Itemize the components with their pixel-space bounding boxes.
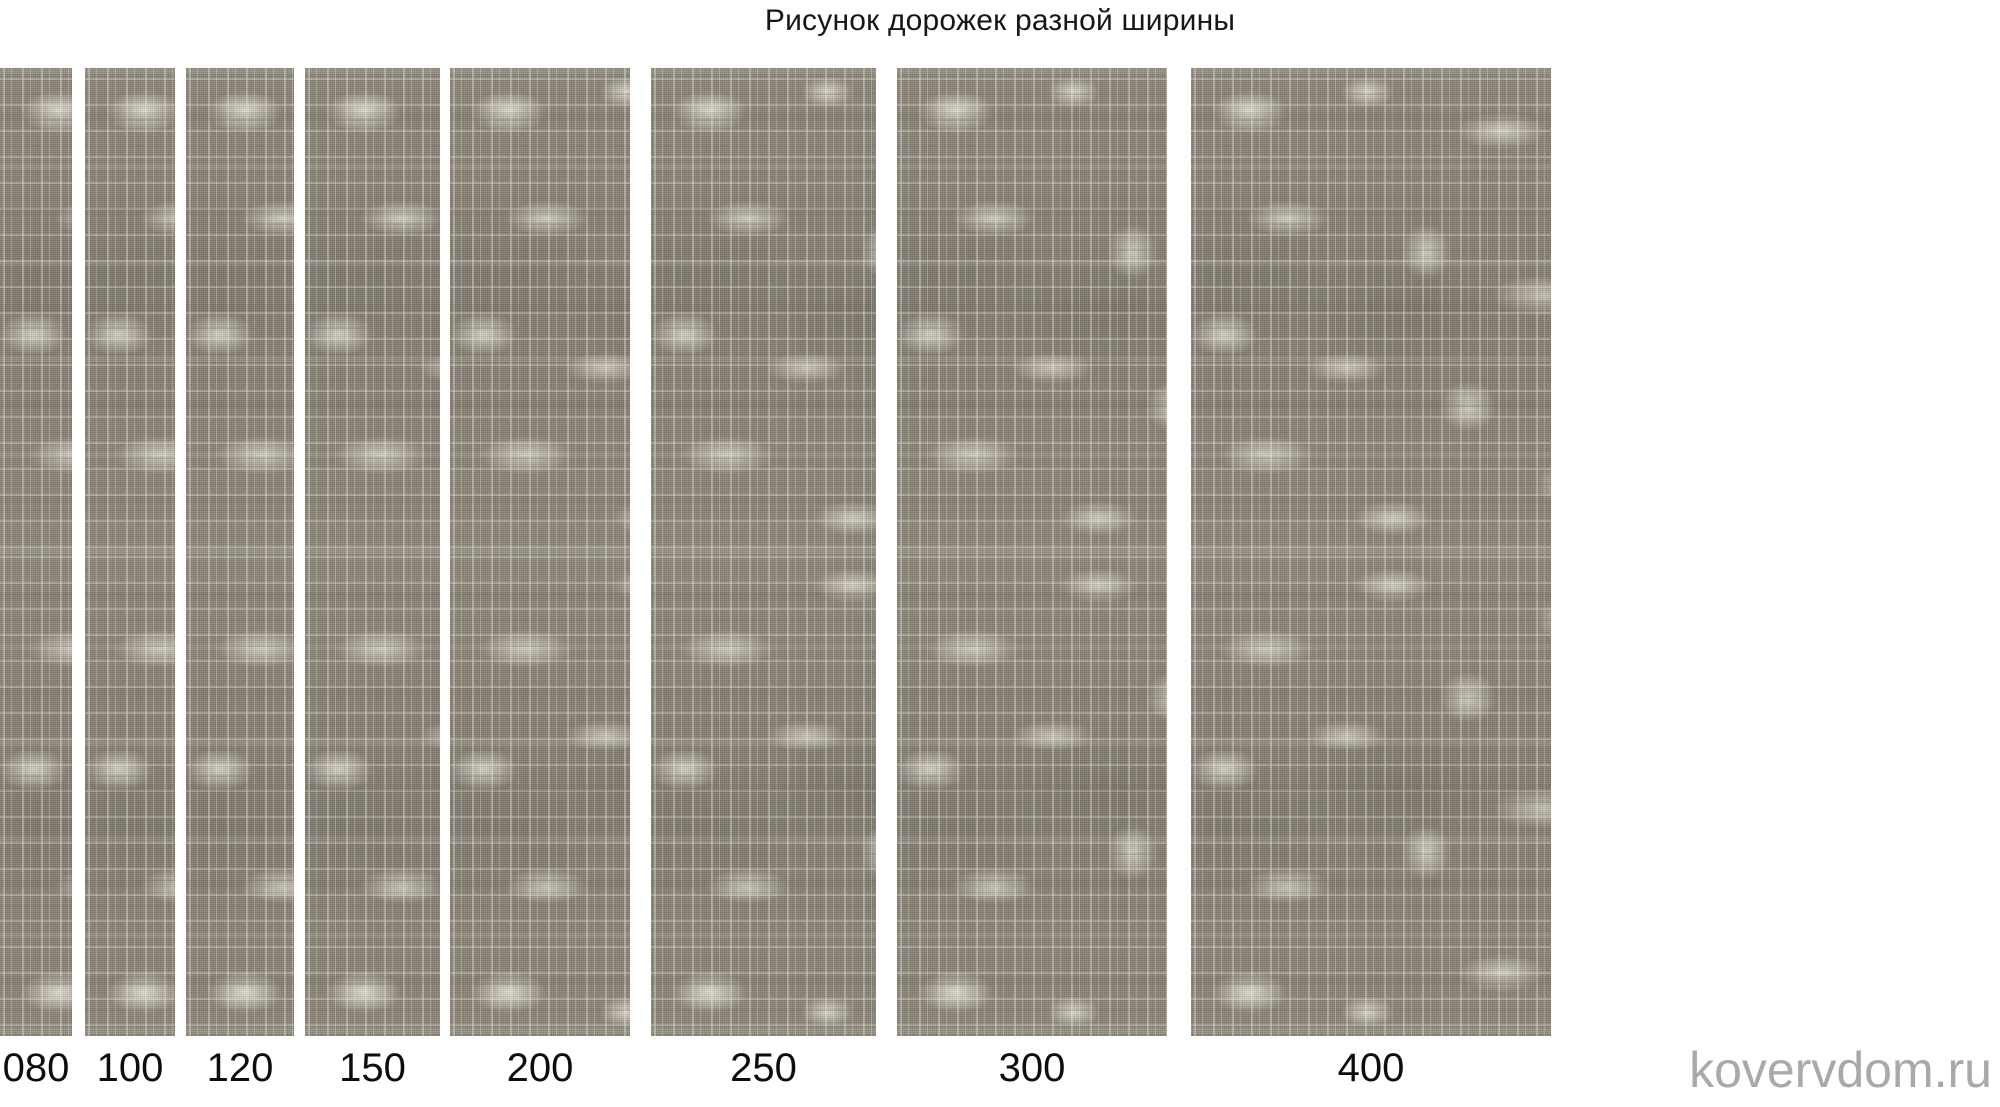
carpet-texture-tile [450, 552, 630, 1036]
carpet-texture-tile [186, 552, 294, 1036]
carpet-runner-400[interactable] [1191, 68, 1551, 1036]
size-label-100: 100 [96, 1046, 164, 1090]
carpet-runner-250[interactable] [651, 68, 876, 1036]
carpet-runner-100[interactable] [85, 68, 175, 1036]
carpet-texture-tile [897, 68, 1167, 552]
site-watermark: kovervdom.ru [1689, 1042, 1992, 1098]
carpet-texture-tile [85, 552, 175, 1036]
carpet-texture-tile [1191, 68, 1551, 552]
carpet-texture-tile [450, 68, 630, 552]
carpet-texture-tile [1191, 552, 1551, 1036]
size-label-250: 250 [730, 1046, 797, 1090]
carpet-texture-tile [0, 68, 72, 552]
size-label-120: 120 [206, 1046, 274, 1090]
size-label-400: 400 [1337, 1046, 1405, 1090]
size-label-150: 150 [339, 1046, 406, 1090]
carpet-texture-tile [186, 68, 294, 552]
size-label-200: 200 [506, 1046, 574, 1090]
carpet-texture-tile [0, 552, 72, 1036]
carpet-runner-200[interactable] [450, 68, 630, 1036]
page-title: Рисунок дорожек разной ширины [764, 4, 1236, 37]
carpet-texture-tile [651, 552, 876, 1036]
carpet-runner-300[interactable] [897, 68, 1167, 1036]
carpet-texture-tile [897, 552, 1167, 1036]
carpet-texture-tile [85, 68, 175, 552]
size-labels-row: 080 100 120 150 200 250 300 400 [0, 1040, 2000, 1107]
carpet-runner-150[interactable] [305, 68, 440, 1036]
carpet-runner-120[interactable] [186, 68, 294, 1036]
carpet-texture-tile [651, 68, 876, 552]
carpet-texture-tile [305, 552, 440, 1036]
carpet-texture-tile [305, 68, 440, 552]
runners-row [0, 68, 2000, 1036]
size-label-080: 080 [2, 1046, 70, 1090]
size-label-300: 300 [998, 1046, 1066, 1090]
carpet-runner-080[interactable] [0, 68, 72, 1036]
